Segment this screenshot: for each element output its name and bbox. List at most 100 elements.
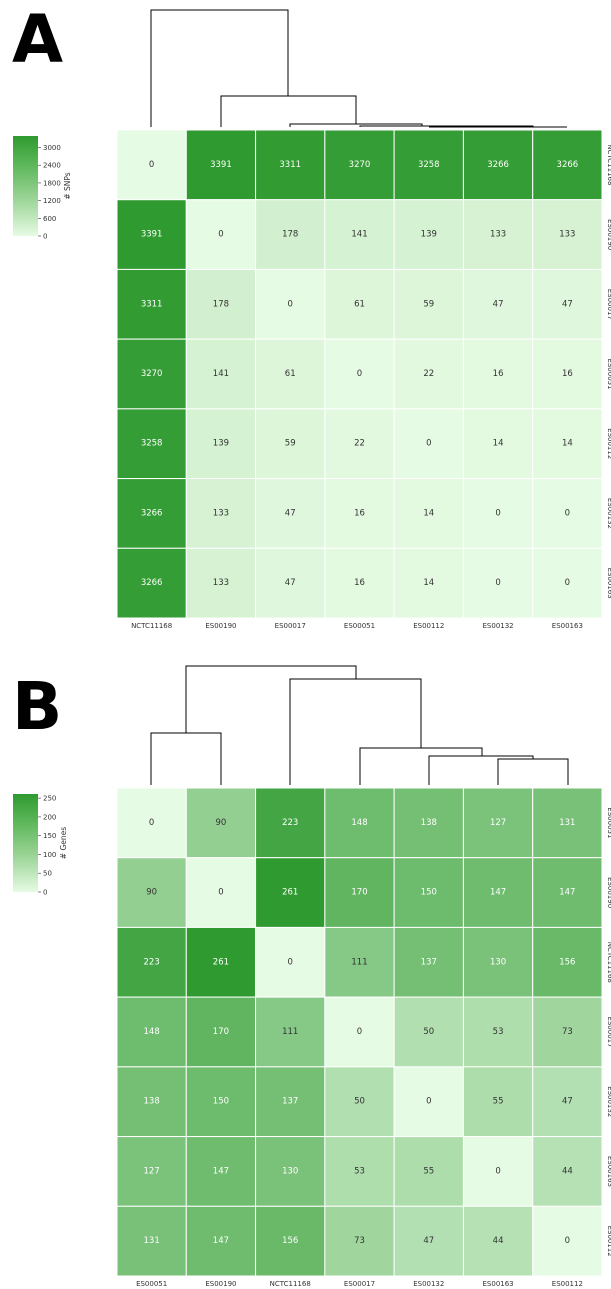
heatmap-cell <box>185 478 257 549</box>
cell-value-label: 3266 <box>141 578 163 588</box>
heatmap-cell <box>324 857 395 928</box>
heatmap-cell <box>185 268 257 340</box>
cell-value-label: 3391 <box>141 230 163 240</box>
cell-value-label: 3311 <box>279 160 301 170</box>
cell-value-label: 137 <box>421 957 437 967</box>
cell-value-label: 147 <box>559 888 575 898</box>
x-tick-label: ES00051 <box>344 622 375 630</box>
heatmap-cell <box>255 199 326 270</box>
heatmap-cell <box>393 996 464 1068</box>
y-tick-label: ES00112 <box>606 428 611 459</box>
cell-value-label: 3266 <box>487 160 509 170</box>
cell-value-label: 130 <box>490 957 506 967</box>
x-tick-label: ES00132 <box>483 622 514 630</box>
heatmap-cell <box>462 338 534 410</box>
cell-value-label: 0 <box>565 578 570 588</box>
heatmap-cell <box>393 926 464 998</box>
heatmap-cell <box>393 547 464 619</box>
heatmap-cell <box>116 129 187 201</box>
heatmap-cell <box>185 787 257 859</box>
heatmap-cell <box>116 1205 187 1277</box>
cell-value-label: 3266 <box>141 508 163 518</box>
cell-value-label: 47 <box>285 508 296 518</box>
heatmap-cell <box>532 1205 603 1277</box>
colorbar-tick-label: 0 <box>43 233 47 241</box>
cell-value-label: 61 <box>354 299 365 309</box>
cell-value-label: 59 <box>285 439 296 449</box>
heatmap-cell <box>462 1205 534 1277</box>
heatmap-cell <box>255 787 326 859</box>
y-tick-label: ES00051 <box>606 807 611 838</box>
heatmap-cell <box>532 408 603 480</box>
panel-b-heatmap: 0 90 223 148 138 127 131 90 0 261 170 150 147 147 223 2… <box>116 787 611 1288</box>
cell-value-label: 111 <box>351 957 367 967</box>
heatmap-cell <box>462 268 534 340</box>
cell-value-label: 127 <box>490 818 506 828</box>
heatmap-cell <box>393 1205 464 1277</box>
heatmap-cell <box>185 129 257 201</box>
cell-value-label: 3311 <box>141 299 163 309</box>
cell-value-label: 90 <box>216 818 227 828</box>
cell-value-label: 131 <box>144 1236 160 1246</box>
y-tick-label: ES00112 <box>606 1226 611 1257</box>
cell-value-label: 3270 <box>141 369 163 379</box>
x-tick-label: ES00132 <box>413 1280 444 1288</box>
y-tick-label: ES00163 <box>606 568 611 599</box>
cell-value-label: 147 <box>213 1236 229 1246</box>
y-tick-label: NCTC11168 <box>606 144 611 185</box>
cell-value-label: 0 <box>218 230 223 240</box>
y-tick-label: ES00190 <box>606 877 611 908</box>
x-tick-label: ES00163 <box>552 622 583 630</box>
y-tick-label: ES00051 <box>606 358 611 389</box>
cell-value-label: 133 <box>213 508 229 518</box>
cell-value-label: 0 <box>426 439 431 449</box>
cell-value-label: 133 <box>490 230 506 240</box>
heatmap-cell <box>185 996 257 1068</box>
heatmap-cell <box>532 1066 603 1138</box>
heatmap-cell <box>255 129 326 201</box>
cell-value-label: 127 <box>144 1166 160 1176</box>
cell-value-label: 14 <box>493 439 504 449</box>
cell-value-label: 147 <box>490 888 506 898</box>
heatmap-cell <box>255 926 326 998</box>
heatmap-cell <box>116 996 187 1068</box>
cell-value-label: 47 <box>423 1236 434 1246</box>
x-tick-label: ES00051 <box>136 1280 167 1288</box>
x-tick-label: ES00190 <box>205 622 236 630</box>
cell-value-label: 0 <box>218 888 223 898</box>
cell-value-label: 223 <box>282 818 298 828</box>
heatmap-cell <box>116 408 187 480</box>
cell-value-label: 0 <box>495 578 500 588</box>
panel-b-letter: B <box>12 668 62 745</box>
y-tick-label: ES00132 <box>606 1086 611 1117</box>
heatmap-cell <box>462 857 534 928</box>
cell-value-label: 0 <box>149 160 154 170</box>
cell-value-label: 16 <box>562 369 573 379</box>
cell-value-label: 14 <box>562 439 573 449</box>
heatmap-cell <box>116 787 187 859</box>
heatmap-cell <box>462 129 534 201</box>
cell-value-label: 90 <box>146 888 157 898</box>
heatmap-cell <box>462 547 534 619</box>
cell-value-label: 16 <box>493 369 504 379</box>
colorbar-gradient <box>13 794 38 892</box>
cell-value-label: 0 <box>149 818 154 828</box>
heatmap-cell <box>393 857 464 928</box>
heatmap-cell <box>324 1136 395 1207</box>
cell-value-label: 133 <box>559 230 575 240</box>
cell-value-label: 178 <box>282 230 298 240</box>
heatmap-cell <box>532 857 603 928</box>
heatmap-cell <box>532 478 603 549</box>
cell-value-label: 178 <box>213 299 229 309</box>
cell-value-label: 111 <box>282 1027 298 1037</box>
cell-value-label: 3258 <box>141 439 163 449</box>
cell-value-label: 141 <box>351 230 367 240</box>
cell-value-label: 53 <box>493 1027 504 1037</box>
cell-value-label: 170 <box>213 1027 229 1037</box>
cell-value-label: 50 <box>423 1027 434 1037</box>
cell-value-label: 16 <box>354 578 365 588</box>
panel-a-dendrogram <box>150 9 567 128</box>
cell-value-label: 150 <box>421 888 437 898</box>
cell-value-label: 47 <box>562 1097 573 1107</box>
heatmap-cell <box>116 857 187 928</box>
